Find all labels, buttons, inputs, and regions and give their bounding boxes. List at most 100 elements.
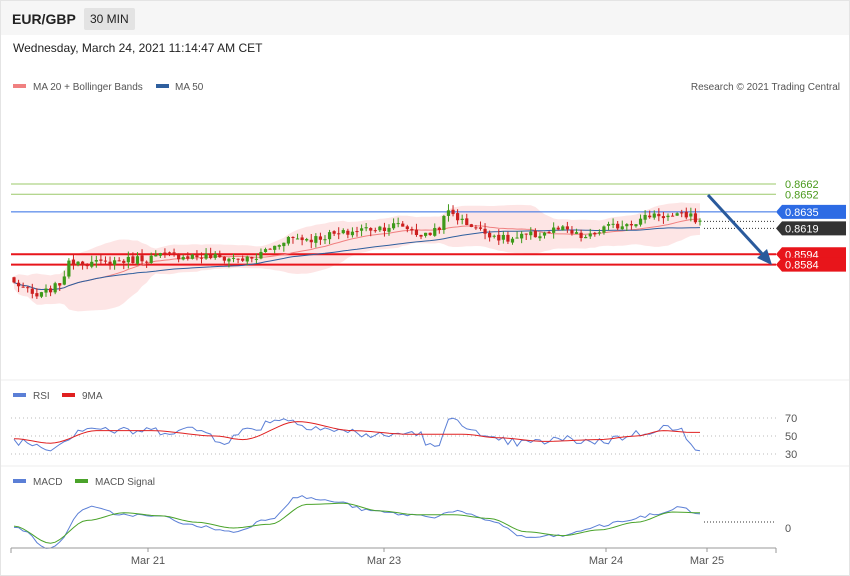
candle — [90, 255, 94, 269]
candle — [181, 254, 185, 261]
candle — [565, 221, 569, 233]
candle — [446, 204, 451, 222]
candle — [227, 257, 231, 268]
candle — [190, 253, 194, 260]
candle — [515, 231, 519, 239]
candle-body — [16, 282, 21, 287]
candle-body — [167, 252, 172, 254]
macd-legend-label: MACD — [33, 477, 62, 488]
candle-body — [542, 232, 547, 236]
candle-body — [373, 230, 377, 232]
candle-body — [250, 257, 254, 259]
candle — [12, 276, 16, 284]
candle — [391, 218, 396, 230]
candle — [501, 231, 505, 244]
candle-body — [94, 260, 98, 262]
candle — [460, 214, 464, 225]
candle-body — [492, 235, 496, 237]
candle-body — [323, 239, 327, 241]
candle — [263, 247, 268, 253]
candle — [529, 227, 533, 240]
candle-body — [149, 255, 153, 263]
candle — [154, 250, 158, 257]
candle-body — [661, 216, 666, 219]
candle-body — [21, 286, 25, 288]
candle-body — [469, 224, 473, 227]
candle-body — [218, 254, 222, 258]
candle — [410, 226, 414, 235]
candle-body — [510, 238, 515, 243]
candle — [26, 286, 30, 293]
candle — [616, 220, 620, 231]
candle-body — [419, 234, 423, 237]
candle — [469, 223, 473, 228]
candle-body — [620, 226, 624, 230]
candle-body — [195, 255, 199, 258]
x-tick-label: Mar 23 — [367, 555, 401, 567]
candle — [300, 234, 304, 246]
candle-body — [71, 259, 76, 265]
candle-body — [698, 220, 702, 222]
candle-body — [67, 260, 71, 277]
candle-body — [657, 213, 661, 217]
candle — [542, 231, 547, 239]
candle-body — [282, 242, 286, 247]
candle-body — [190, 254, 194, 259]
candle-body — [652, 213, 656, 218]
candle — [167, 251, 172, 257]
candle-body — [48, 288, 53, 293]
candle-body — [158, 253, 162, 256]
candle-body — [414, 229, 419, 236]
candle-body — [286, 236, 290, 244]
candle — [158, 252, 162, 259]
candle-body — [199, 257, 204, 259]
timeframe-button[interactable]: 30 MIN — [84, 8, 135, 30]
candle-body — [12, 277, 16, 283]
ma50-line — [13, 227, 701, 291]
candle-body — [378, 226, 382, 231]
level-tag-label: 0.8635 — [785, 207, 819, 219]
candle — [117, 257, 121, 262]
candle — [625, 223, 629, 231]
candle-body — [670, 215, 675, 217]
candle-body — [579, 232, 583, 239]
candle-body — [273, 245, 277, 250]
candle — [172, 248, 176, 257]
candle — [634, 224, 638, 228]
candle-body — [597, 232, 601, 234]
bollinger-bands — [14, 202, 700, 312]
candle — [81, 260, 85, 270]
candle — [593, 231, 597, 237]
candle-body — [616, 223, 620, 229]
rsi-level-label: 30 — [785, 449, 797, 461]
level-tag-0.8584 — [776, 257, 846, 272]
candle-body — [186, 256, 190, 259]
candle — [213, 251, 217, 260]
candle — [597, 229, 601, 236]
candle-body — [483, 228, 487, 234]
candle-body — [391, 223, 396, 229]
candle — [122, 259, 126, 270]
candle — [113, 256, 117, 270]
rsi-legend-swatch — [13, 393, 26, 397]
candle-body — [405, 226, 409, 230]
candle — [405, 224, 409, 233]
candle — [273, 245, 277, 254]
macd-signal-line — [13, 502, 701, 544]
candle — [652, 210, 656, 220]
candle — [638, 214, 643, 227]
candle-body — [565, 226, 569, 230]
candle — [30, 283, 34, 299]
candle-body — [424, 232, 428, 236]
candle-body — [478, 227, 483, 229]
candle — [359, 224, 364, 237]
candle — [44, 284, 48, 297]
candle-body — [44, 288, 48, 293]
candle-body — [529, 231, 533, 236]
level-label: 0.8662 — [785, 179, 819, 191]
candle — [76, 261, 80, 267]
candle — [355, 226, 359, 237]
candle-body — [277, 245, 281, 247]
rsi-panel: 70 50 30 — [11, 413, 797, 461]
